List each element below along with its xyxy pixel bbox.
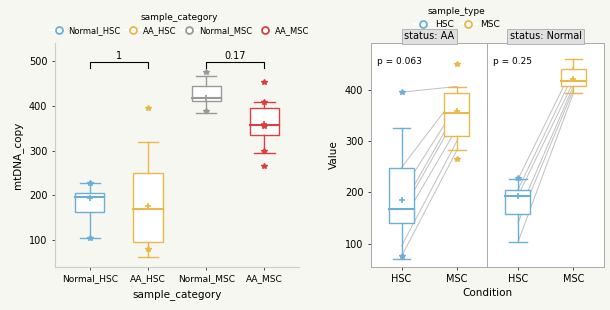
Text: p = 0.063: p = 0.063 (377, 57, 422, 66)
Title: status: AA: status: AA (404, 31, 454, 41)
Y-axis label: Value: Value (329, 141, 339, 169)
Bar (389, 168, 414, 223)
X-axis label: sample_category: sample_category (132, 289, 222, 300)
Bar (192, 86, 221, 101)
Legend: HSC, MSC: HSC, MSC (411, 3, 503, 33)
Text: p = 0.25: p = 0.25 (493, 57, 533, 66)
Bar (250, 108, 279, 135)
Bar (134, 173, 163, 242)
Legend: Normal_HSC, AA_HSC, Normal_MSC, AA_MSC: Normal_HSC, AA_HSC, Normal_MSC, AA_MSC (47, 10, 312, 38)
Title: status: Normal: status: Normal (510, 31, 582, 41)
Y-axis label: mtDNA_copy: mtDNA_copy (12, 122, 23, 188)
Bar (75, 193, 104, 212)
Bar (561, 69, 586, 86)
Text: 0.17: 0.17 (224, 51, 246, 61)
Text: 1: 1 (116, 51, 122, 61)
Text: Condition: Condition (462, 288, 512, 298)
Bar (506, 190, 531, 214)
Bar (445, 93, 470, 136)
